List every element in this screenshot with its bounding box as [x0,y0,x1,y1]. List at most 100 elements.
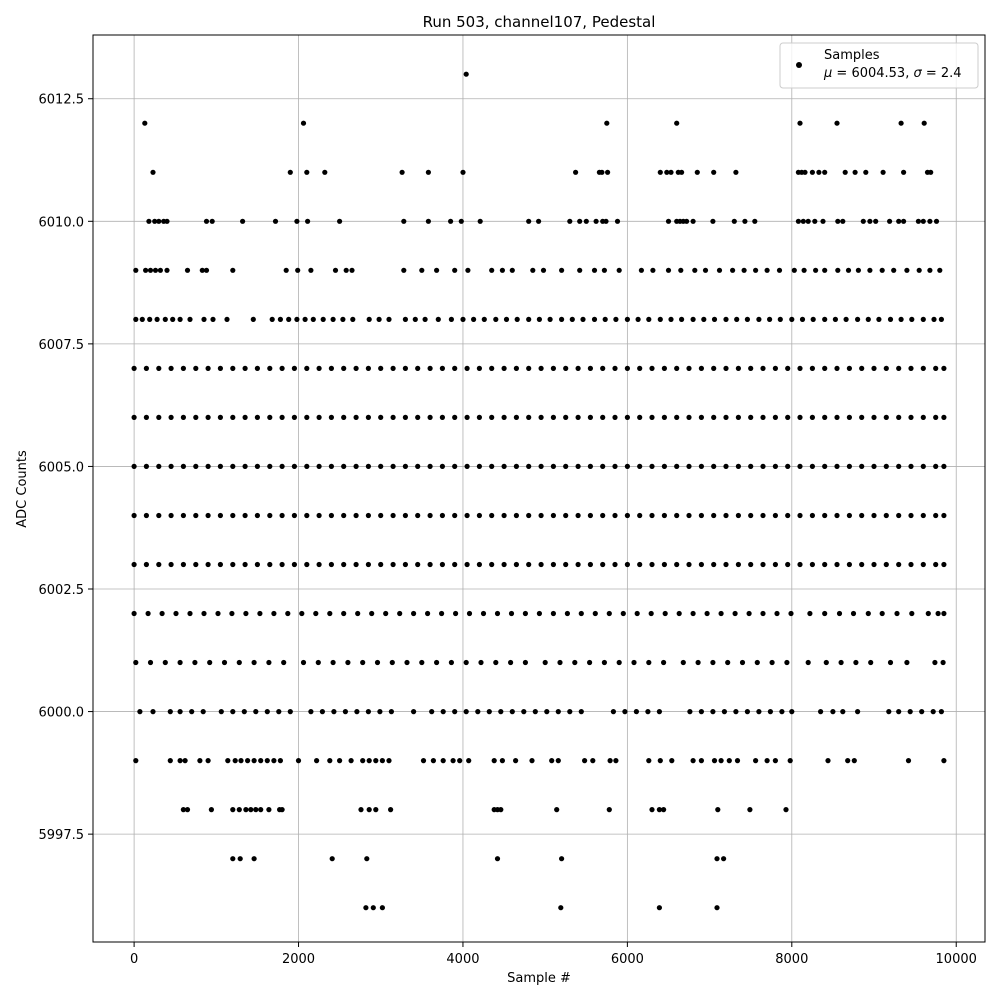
data-point [366,316,372,322]
data-point [600,463,606,469]
data-point [764,267,770,273]
data-point [613,758,619,764]
data-point [159,610,165,617]
data-point [501,463,507,469]
data-point [143,463,149,469]
data-point [880,169,886,175]
data-point [779,709,785,715]
data-point [822,414,828,420]
data-point [760,463,766,469]
data-point [855,709,861,715]
data-point [327,610,333,617]
data-point [236,807,242,813]
data-point [508,659,514,666]
data-point [168,512,174,519]
data-point [891,267,897,273]
data-point [503,316,510,322]
data-point [493,659,499,666]
data-point [941,463,947,469]
data-point [920,365,926,371]
data-point [378,365,384,371]
data-point [933,218,940,224]
data-point [133,659,139,666]
data-point [605,169,611,175]
data-point [156,561,162,568]
data-point [674,463,680,469]
data-point [702,267,709,273]
data-point [544,709,550,715]
data-point [526,463,532,469]
data-point [302,316,308,322]
data-point [193,561,199,568]
data-point [131,512,137,519]
data-point [439,512,445,519]
data-point [809,365,816,371]
data-point [285,610,291,617]
data-point [378,561,384,568]
data-point [184,267,191,273]
data-point [415,414,421,420]
data-point [698,414,705,420]
legend-marker [796,62,802,68]
data-point [896,365,902,371]
data-point [577,218,583,224]
data-point [649,463,655,469]
data-point [838,659,844,666]
data-point [871,365,877,371]
data-point [168,463,174,469]
data-point [221,659,228,666]
data-point [225,758,231,764]
data-point [440,709,446,715]
data-point [251,659,257,666]
data-point [575,463,581,469]
data-point [139,316,145,322]
data-point [661,561,668,568]
data-point [886,709,892,715]
data-point [612,365,618,371]
data-point [555,709,561,715]
data-point [843,316,849,322]
data-point [341,512,347,519]
data-point [723,561,729,568]
data-point [657,316,663,322]
data-point [513,561,520,568]
data-point [295,267,301,273]
data-point [224,316,230,322]
data-point [331,709,337,715]
data-point [901,218,907,224]
data-point [513,463,520,469]
data-point [250,316,256,322]
data-point [348,758,354,764]
data-point [583,218,589,224]
data-point [714,856,720,862]
data-point [669,758,675,764]
data-point [898,316,904,322]
data-point [494,610,501,617]
data-point [304,414,310,420]
data-point [624,365,631,371]
data-point [180,512,186,519]
data-points [131,71,947,911]
data-point [476,414,482,420]
data-point [925,610,931,617]
data-point [167,758,173,764]
data-point [168,365,174,371]
data-point [649,365,655,371]
data-point [715,807,721,813]
data-point [536,316,543,322]
data-point [735,561,742,568]
data-point [748,512,754,519]
data-point [710,709,716,715]
x-axis-label: Sample # [507,971,571,986]
data-point [550,512,557,519]
data-point [835,267,841,273]
data-point [679,169,685,175]
data-point [822,610,828,617]
data-point [767,316,773,322]
data-point [499,758,505,764]
data-point [145,610,151,617]
data-point [501,561,507,568]
data-point [526,561,532,568]
data-point [684,218,690,224]
